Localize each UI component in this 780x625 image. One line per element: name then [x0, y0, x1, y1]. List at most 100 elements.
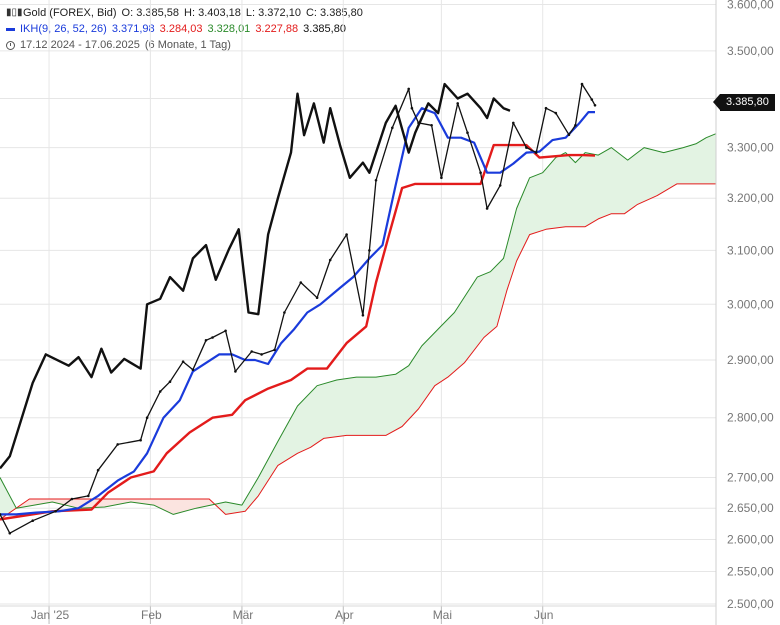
price-point — [145, 416, 149, 420]
cloud — [0, 133, 716, 520]
clock-icon — [6, 40, 15, 50]
y-tick-label: 2.550,00 — [727, 564, 774, 578]
price-point — [0, 513, 2, 516]
price-point — [361, 314, 365, 317]
y-tick-label: 2.700,00 — [727, 471, 774, 485]
y-tick-label: 2.800,00 — [727, 411, 774, 425]
price-point — [211, 336, 214, 339]
price-point — [485, 207, 489, 210]
x-tick-label: Apr — [335, 608, 354, 622]
price-point — [116, 443, 119, 446]
price-point — [466, 131, 469, 134]
ikh-line-icon — [6, 27, 15, 31]
price-point — [273, 348, 276, 352]
cloud-fill-bullish — [218, 133, 716, 515]
ikh-value-kijun: 3.284,03 — [159, 23, 203, 35]
price-point — [315, 296, 319, 300]
x-tick-label: Jun — [534, 608, 553, 622]
price-point — [345, 233, 348, 236]
senkou-span-a-line — [0, 133, 717, 515]
high-value: H: 3.403,18 — [184, 7, 241, 19]
price-point — [224, 329, 227, 333]
price-line — [0, 83, 596, 534]
senkou-span-b-line — [0, 183, 716, 520]
ikh-name: IKH(9, 26, 52, 26) — [20, 23, 107, 35]
price-point — [567, 133, 571, 136]
price-point — [534, 151, 538, 154]
price-point — [391, 126, 394, 130]
price-point — [525, 146, 528, 149]
indicator-lines — [0, 82, 717, 535]
price-point — [407, 87, 411, 91]
price-point — [234, 370, 237, 373]
low-value: L: 3.372,10 — [245, 7, 301, 19]
x-tick-label: Feb — [141, 608, 162, 622]
price-point — [283, 311, 286, 314]
price-point — [181, 360, 185, 364]
period-label: (6 Monate, 1 Tag) — [144, 39, 231, 51]
price-point — [328, 258, 332, 262]
price-point — [204, 339, 208, 342]
price-point — [498, 184, 502, 187]
ikh-value-chikou: 3.385,80 — [303, 23, 346, 35]
x-tick-label: Jan '25 — [31, 608, 70, 622]
price-point — [574, 124, 577, 127]
grid — [0, 0, 716, 606]
y-tick-label: 2.650,00 — [727, 501, 774, 515]
tenkan-sen-line — [0, 107, 595, 516]
y-tick-label: 3.100,00 — [727, 243, 774, 257]
price-point — [260, 353, 263, 356]
close-value: C: 3.385,80 — [305, 7, 363, 19]
price-point — [544, 106, 548, 110]
legend-row-ikh: IKH(9, 26, 52, 26) 3.371,98 3.284,03 3.3… — [6, 21, 368, 37]
y-tick-label: 2.900,00 — [727, 353, 774, 367]
price-point — [368, 249, 371, 252]
price-point — [54, 510, 57, 513]
y-tick-label: 3.500,00 — [727, 44, 774, 58]
instrument-name: Gold (FOREX, Bid) — [23, 7, 117, 19]
price-point — [440, 176, 443, 180]
kijun-sen-line — [0, 143, 596, 521]
price-point — [31, 519, 34, 522]
price-point — [580, 82, 584, 86]
y-tick-label: 3.200,00 — [727, 191, 774, 205]
date-range: 17.12.2024 - 17.06.2025 — [20, 39, 140, 51]
price-point — [70, 497, 74, 501]
price-point — [250, 350, 253, 353]
y-tick-label: 3.000,00 — [727, 297, 774, 311]
ikh-value-span-b: 3.227,88 — [255, 23, 299, 35]
price-point — [139, 438, 142, 442]
price-point — [479, 171, 482, 174]
chart-legend: ▮▯▮ Gold (FOREX, Bid) O: 3.385,58 H: 3.4… — [6, 5, 368, 53]
price-point — [191, 368, 195, 372]
price-point — [593, 104, 597, 107]
price-point — [590, 98, 594, 101]
y-tick-label: 3.300,00 — [727, 141, 774, 155]
price-point — [87, 494, 90, 498]
y-tick-label: 2.500,00 — [727, 597, 774, 611]
price-point — [158, 390, 162, 393]
price-point — [8, 531, 12, 535]
price-point — [417, 121, 420, 125]
price-point — [430, 124, 433, 127]
price-point — [299, 281, 303, 284]
x-tick-label: Mai — [433, 608, 452, 622]
x-tick-label: Mär — [233, 608, 254, 622]
price-point — [410, 106, 414, 110]
y-tick-label: 2.600,00 — [727, 533, 774, 547]
ikh-value-tenkan: 3.371,98 — [111, 23, 155, 35]
price-point — [96, 468, 100, 472]
last-price-tag: 3.385,80 — [713, 94, 775, 111]
price-point — [374, 179, 378, 182]
price-point — [554, 111, 558, 115]
ikh-value-span-a: 3.328,01 — [207, 23, 251, 35]
chikou-span-line — [0, 82, 511, 470]
candlestick-icon: ▮▯▮ — [6, 7, 23, 18]
price-point — [168, 380, 172, 384]
y-tick-label: 3.600,00 — [727, 0, 774, 12]
price-point — [456, 102, 460, 105]
legend-row-range: 17.12.2024 - 17.06.2025 (6 Monate, 1 Tag… — [6, 37, 368, 53]
cloud-fill-bullish — [0, 477, 17, 520]
